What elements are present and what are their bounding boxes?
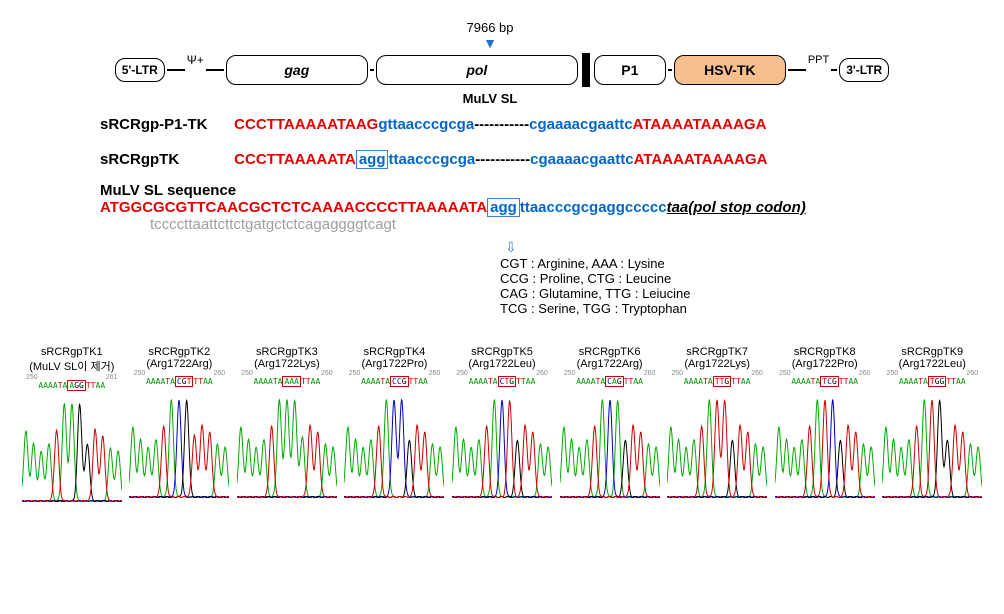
chroma-seq: AAAATACAGTTAA [558, 377, 662, 386]
ltr5-box: 5'-LTR [115, 58, 165, 82]
seq2-dashes: ----------- [475, 151, 530, 168]
hsv-tk-box: HSV-TK [674, 55, 786, 85]
seq1-dashes: ----------- [474, 116, 529, 133]
connector [206, 69, 224, 71]
chromatogram: sRCRgpTK4(Arg1722Pro)250260AAAATACCGTTAA [343, 346, 447, 502]
chroma-mut: (Arg1722Leu) [450, 358, 554, 370]
mulv-red: ATGGCGCGTTCAACGCTCTCAAAACCCCTTAAAAATA [100, 199, 487, 216]
chroma-svg [667, 388, 767, 498]
chroma-seq: AAAATATGGTTAA [881, 377, 985, 386]
chroma-name: sRCRgpTK4 [343, 346, 447, 358]
seq2-blue2: cgaaaacgaattc [530, 151, 633, 168]
chromatogram: sRCRgpTK7(Arg1722Lys)250260AAAATATTGTTAA [665, 346, 769, 502]
chroma-name: sRCRgpTK5 [450, 346, 554, 358]
ltr3-box: 3'-LTR [839, 58, 889, 82]
chroma-mut: (Arg1722Pro) [773, 358, 877, 370]
chroma-name: sRCRgpTK3 [235, 346, 339, 358]
gag-box: gag [226, 55, 368, 85]
chroma-seq: AAAATACTGTTAA [450, 377, 554, 386]
bp-marker: 7966 bp ▼ [440, 20, 540, 51]
chroma-svg [452, 388, 552, 498]
chroma-mut: (Arg1722Leu) [881, 358, 985, 370]
chromatogram: sRCRgpTK8(Arg1722Pro)250260AAAATATCGTTAA [773, 346, 877, 502]
psi-label: Ψ+ [187, 53, 204, 67]
chroma-name: sRCRgpTK1 [20, 346, 124, 358]
connector [668, 69, 672, 71]
seq2-boxed: agg [356, 150, 389, 169]
chroma-name: sRCRgpTK7 [665, 346, 769, 358]
chroma-seq: AAAATATCGTTAA [773, 377, 877, 386]
chromatogram: sRCRgpTK1(MuLV SL이 제거)250261AAAATAAGGTTA… [20, 346, 124, 502]
chroma-svg [560, 388, 660, 498]
mulv-title: MuLV SL sequence [100, 182, 984, 199]
seq2-red2: ATAAAATAAAAGA [634, 151, 768, 168]
mulv-block: MuLV SL sequence ATGGCGCGTTCAACGCTCTCAAA… [100, 182, 984, 233]
chroma-mut: (Arg1722Lys) [235, 358, 339, 370]
chroma-svg [344, 388, 444, 498]
seq1-red2: ATAAAATAAAAGA [633, 116, 767, 133]
chroma-svg [129, 388, 229, 498]
chroma-mut: (Arg1722Arg) [128, 358, 232, 370]
mulv-blue: ttaacccgcgaggccccc [520, 199, 667, 216]
chroma-mut: (Arg1722Pro) [343, 358, 447, 370]
seq2-blue-after: ttaa [388, 151, 415, 168]
seq-row-2: sRCRgpTK CCCTTAAAAATAaggttaacccgcga-----… [100, 151, 984, 168]
codon-arrow-icon: ⇩ [505, 239, 984, 256]
arrow-down-icon: ▼ [483, 35, 497, 51]
chromatogram: sRCRgpTK6(Arg1722Arg)250260AAAATACAGTTAA [558, 346, 662, 502]
chroma-svg [882, 388, 982, 498]
chromatogram: sRCRgpTK5(Arg1722Leu)250260AAAATACTGTTAA [450, 346, 554, 502]
seq2-red1: CCCTTAAAAATA [234, 151, 356, 168]
chromatogram-row: sRCRgpTK1(MuLV SL이 제거)250261AAAATAAGGTTA… [20, 346, 984, 502]
chromatogram: sRCRgpTK2(Arg1722Arg)250260AAAATACGTTTAA [128, 346, 232, 502]
codon-l2: CCG : Proline, CTG : Leucine [500, 271, 984, 286]
pol-box: pol [376, 55, 578, 85]
chroma-svg [775, 388, 875, 498]
mulv-boxed: agg [487, 198, 520, 217]
mulv-stop: taa(pol stop codon) [667, 199, 806, 216]
connector [788, 69, 806, 71]
chromatogram: sRCRgpTK9(Arg1722Leu)250260AAAATATGGTTAA [881, 346, 985, 502]
chroma-name: sRCRgpTK6 [558, 346, 662, 358]
seq-row-1: sRCRgp-P1-TK CCCTTAAAAATAAGgttaacccgcga-… [100, 116, 984, 133]
chromatogram: sRCRgpTK3(Arg1722Lys)250260AAAATAAAATTAA [235, 346, 339, 502]
chroma-seq: AAAATACGTTTAA [128, 377, 232, 386]
connector [167, 69, 185, 71]
codon-l4: TCG : Serine, TGG : Tryptophan [500, 301, 984, 316]
chroma-svg [237, 388, 337, 498]
gene-map: 5'-LTR Ψ+ gag pol P1 HSV-TK PPT 3'-LTR [20, 53, 984, 87]
connector [831, 69, 837, 71]
bp-text: 7966 bp [467, 20, 514, 35]
codon-block: CGT : Arginine, AAA : Lysine CCG : Proli… [500, 256, 984, 316]
chroma-mut: (MuLV SL이 제거) [20, 358, 124, 374]
chroma-seq: AAAATAAAATTAA [235, 377, 339, 386]
mulv-sl-bar [582, 53, 590, 87]
chroma-mut: (Arg1722Lys) [665, 358, 769, 370]
seq1-label: sRCRgp-P1-TK [100, 116, 230, 133]
chroma-seq: AAAATATTGTTAA [665, 377, 769, 386]
chroma-name: sRCRgpTK8 [773, 346, 877, 358]
seq2-blue1: cccgcga [415, 151, 475, 168]
codon-l3: CAG : Glutamine, TTG : Leiucine [500, 286, 984, 301]
mulv-seq: ATGGCGCGTTCAACGCTCTCAAAACCCCTTAAAAATAagg… [100, 199, 984, 233]
codon-l1: CGT : Arginine, AAA : Lysine [500, 256, 984, 271]
p1-box: P1 [594, 55, 666, 85]
seq2-label: sRCRgpTK [100, 151, 230, 168]
chroma-mut: (Arg1722Arg) [558, 358, 662, 370]
chroma-seq: AAAATAAGGTTAA [20, 381, 124, 390]
mulv-gray: tccccttaattcttctgatgctctcagaggggtcagt [150, 216, 396, 233]
chroma-seq: AAAATACCGTTAA [343, 377, 447, 386]
ppt-label: PPT [808, 54, 829, 66]
chroma-name: sRCRgpTK2 [128, 346, 232, 358]
seq1-red1: CCCTTAAAAATAAG [234, 116, 378, 133]
seq1-blue2: cgaaaacgaattc [529, 116, 632, 133]
chroma-name: sRCRgpTK9 [881, 346, 985, 358]
mulv-sl-label: MuLV SL [440, 91, 540, 106]
connector [370, 69, 374, 71]
seq1-blue1: gttaacccgcga [378, 116, 474, 133]
chroma-svg [22, 392, 122, 502]
